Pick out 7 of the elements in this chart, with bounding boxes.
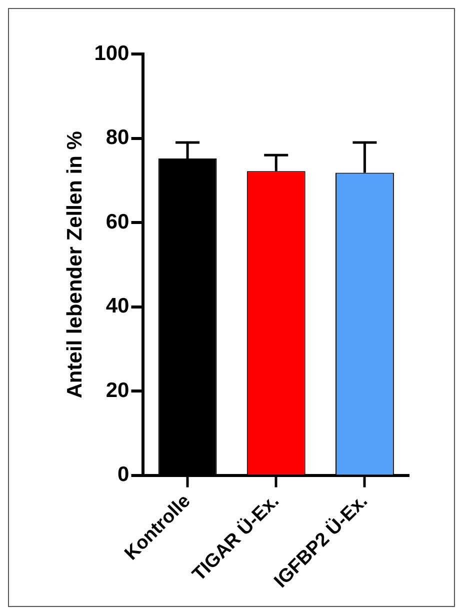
y-axis-title: Anteil lebender Zellen in % xyxy=(63,130,86,398)
y-tick-label: 40 xyxy=(106,294,130,318)
y-tick-label: 20 xyxy=(106,378,130,402)
y-tick-label: 100 xyxy=(94,42,130,65)
y-tick-label: 60 xyxy=(106,210,130,234)
y-tick-label: 80 xyxy=(106,126,130,150)
y-tick-label: 0 xyxy=(118,463,130,486)
